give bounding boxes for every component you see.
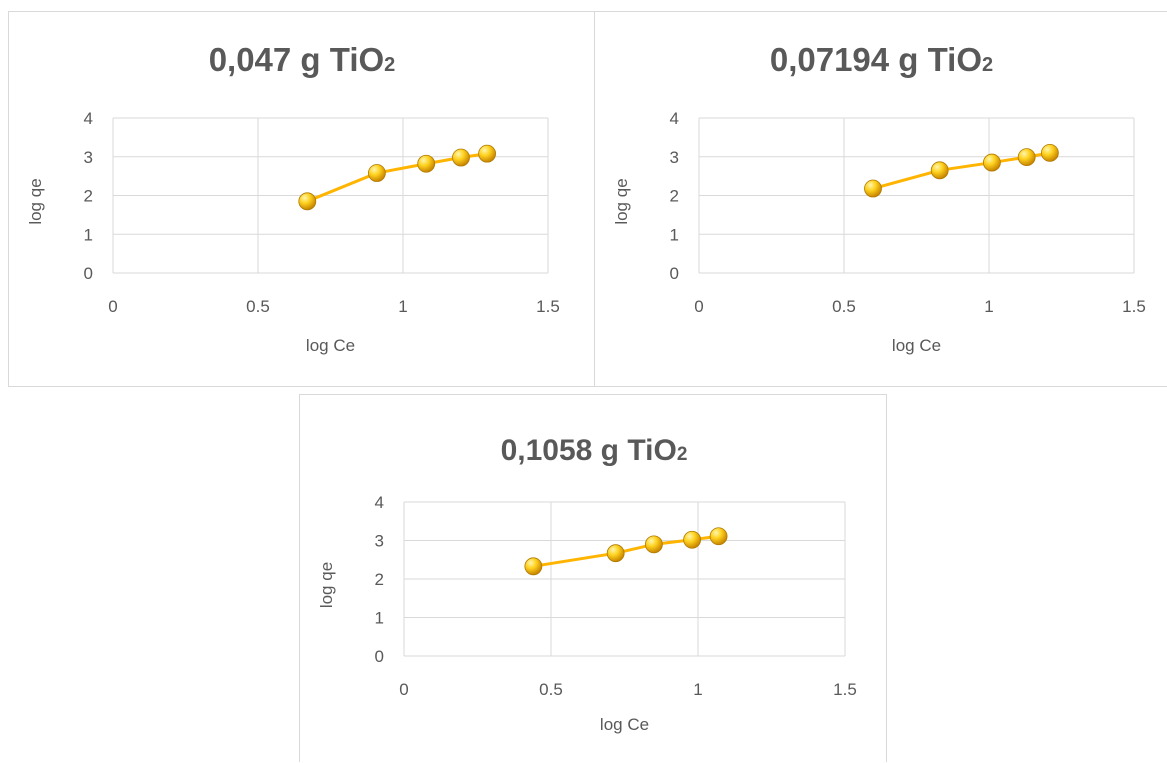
y-axis-title: log qe bbox=[612, 178, 631, 224]
x-axis-title: log Ce bbox=[306, 336, 355, 355]
data-point bbox=[709, 527, 728, 546]
data-point bbox=[298, 192, 317, 211]
data-point bbox=[1017, 148, 1036, 167]
chart-title-subscript: 2 bbox=[677, 444, 688, 465]
x-tick-label: 0 bbox=[108, 297, 117, 316]
y-tick-label: 0 bbox=[670, 264, 679, 283]
chart-title: 0,1058 g TiO2 bbox=[501, 434, 688, 467]
data-point bbox=[864, 179, 882, 198]
y-tick-label: 0 bbox=[375, 647, 384, 666]
chart-panel-3: 0,1058 g TiO2 0 1 2 3 4 0 0.5 1 1.5 log Ce log qe bbox=[299, 394, 887, 762]
x-tick-label: 0.5 bbox=[832, 297, 856, 316]
y-tick-label: 3 bbox=[670, 148, 679, 167]
data-point bbox=[930, 161, 949, 180]
data-point bbox=[367, 164, 386, 182]
x-axis-title: log Ce bbox=[600, 715, 649, 734]
x-tick-label: 0 bbox=[694, 297, 703, 316]
y-axis-title: log qe bbox=[26, 178, 45, 224]
x-tick-label: 0 bbox=[399, 680, 408, 699]
chart-title-subscript: 2 bbox=[384, 54, 395, 76]
x-tick-label: 1 bbox=[398, 297, 407, 316]
x-tick-label: 1 bbox=[984, 297, 993, 316]
x-tick-label: 1.5 bbox=[833, 680, 857, 699]
x-axis-title: log Ce bbox=[892, 336, 941, 355]
data-point bbox=[524, 557, 543, 576]
x-tick-label: 0.5 bbox=[246, 297, 270, 316]
data-point bbox=[417, 154, 436, 173]
data-point bbox=[644, 535, 663, 554]
x-tick-label: 1.5 bbox=[1122, 297, 1146, 316]
y-tick-label: 1 bbox=[375, 609, 384, 628]
chart-title-subscript: 2 bbox=[982, 54, 993, 76]
data-point bbox=[452, 148, 470, 167]
y-tick-label: 3 bbox=[375, 532, 384, 551]
chart-svg: 0,1058 g TiO2 0 1 2 3 4 0 0.5 1 1.5 log Ce log qe bbox=[317, 434, 857, 734]
data-point bbox=[1040, 143, 1059, 162]
x-tick-label: 1.5 bbox=[536, 297, 560, 316]
chart-title: 0,07194 g TiO2 bbox=[770, 41, 993, 78]
data-point bbox=[683, 530, 702, 549]
y-tick-label: 4 bbox=[670, 109, 679, 128]
y-tick-label: 4 bbox=[375, 493, 384, 512]
data-point bbox=[982, 153, 1001, 172]
chart-panel-2: 0,07194 g TiO2 0 1 2 3 4 0 0.5 1 1.5 log Ce log qe bbox=[594, 11, 1167, 387]
y-tick-label: 2 bbox=[84, 187, 93, 206]
chart-svg: 0,07194 g TiO2 0 1 2 3 4 0 0.5 1 1.5 log Ce log qe bbox=[612, 41, 1146, 355]
chart-svg: 0,047 g TiO2 0 1 2 3 4 0 0.5 1 1.5 log Ce log qe bbox=[26, 41, 560, 355]
y-tick-label: 2 bbox=[670, 187, 679, 206]
data-point bbox=[606, 544, 625, 563]
x-tick-label: 1 bbox=[693, 680, 702, 699]
y-tick-label: 0 bbox=[84, 264, 93, 283]
y-tick-label: 4 bbox=[84, 109, 93, 128]
data-point bbox=[478, 144, 497, 163]
y-tick-label: 3 bbox=[84, 148, 93, 167]
y-tick-label: 2 bbox=[375, 570, 384, 589]
y-tick-label: 1 bbox=[670, 225, 679, 244]
chart-panel-1: 0,047 g TiO2 0 1 2 3 4 0 0.5 1 1.5 log Ce log qe bbox=[8, 11, 594, 387]
x-tick-label: 0.5 bbox=[539, 680, 563, 699]
y-axis-title: log qe bbox=[317, 562, 336, 608]
chart-title: 0,047 g TiO2 bbox=[209, 41, 396, 78]
y-tick-label: 1 bbox=[84, 225, 93, 244]
